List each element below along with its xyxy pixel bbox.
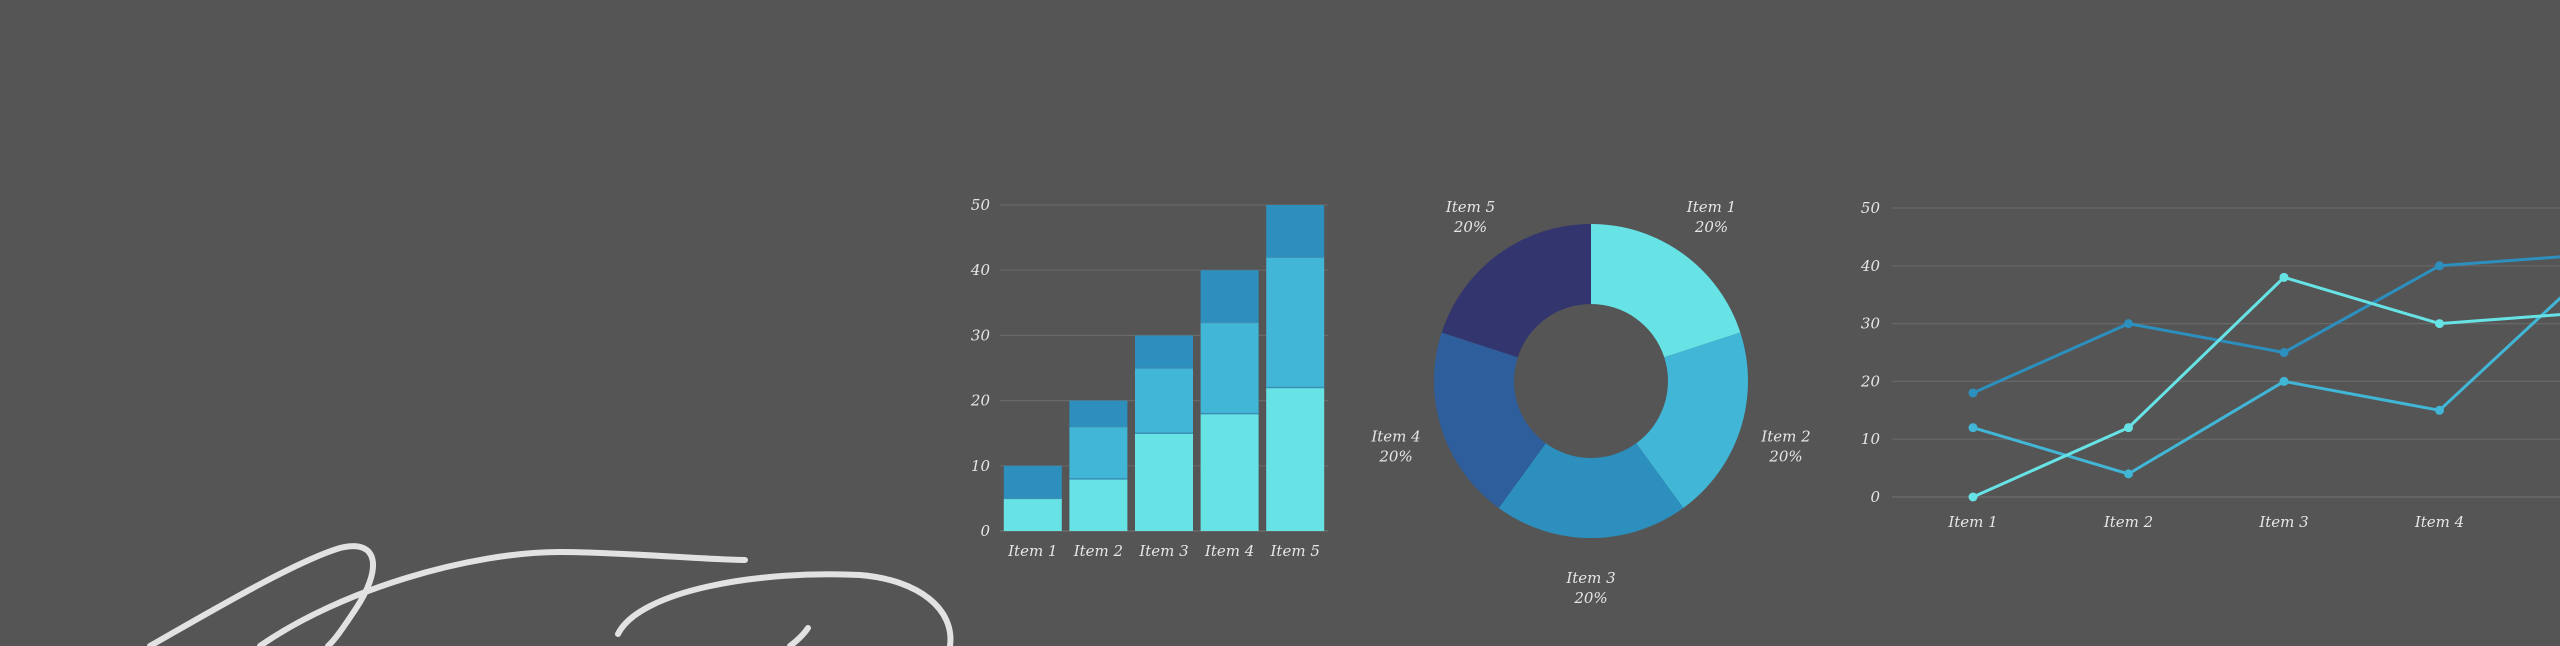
slice-label: Item 2: [1760, 427, 1810, 445]
slice-label: Item 1: [1686, 198, 1736, 216]
line-chart: 0 10 20 30 40 50 Item 1 Item 2 Item 3 Item 4: [1860, 199, 2560, 531]
donut-slice: [1441, 224, 1591, 358]
y-tick-label: 0: [1870, 488, 1880, 506]
data-point: [2435, 319, 2444, 329]
data-point: [1968, 388, 1978, 398]
donut-slice: [1434, 332, 1546, 509]
x-tick-label: Item 4: [1204, 542, 1254, 560]
data-point: [1968, 423, 1978, 433]
signature-stroke: [787, 625, 811, 646]
data-point: [2124, 423, 2133, 433]
bar-segment: [1266, 387, 1325, 531]
bar-segment: [1266, 205, 1325, 258]
y-tick-label: 50: [1861, 199, 1881, 217]
bar-segment: [1200, 270, 1259, 323]
y-tick-label: 0: [980, 522, 990, 540]
data-point: [2279, 376, 2289, 386]
slice-percent-label: 20%: [1573, 589, 1607, 607]
slice-percent-label: 20%: [1453, 218, 1487, 236]
series-line: [1972, 296, 2560, 476]
donut-slice: [1636, 332, 1748, 509]
bar-segment: [1200, 322, 1259, 414]
slice-percent-label: 20%: [1768, 447, 1802, 465]
slice-label: Item 3: [1565, 569, 1615, 587]
signature-stroke: [147, 543, 376, 646]
signature-graphic: [147, 543, 954, 646]
y-tick-label: 20: [1860, 372, 1881, 390]
y-tick-label: 50: [971, 196, 991, 214]
data-point: [2435, 261, 2444, 271]
bar-segment: [1003, 498, 1062, 531]
x-tick-label: Item 2: [2103, 513, 2153, 531]
bar-segment: [1135, 368, 1193, 434]
data-point: [2279, 272, 2289, 282]
x-tick-label: Item 4: [2414, 513, 2464, 531]
stacked-bar-chart: 0 10 20 30 40 50 Item 1 Item 2 Item 3 Item 4 Item …: [970, 196, 1328, 560]
x-tick-label: Item 3: [2258, 513, 2308, 531]
slice-label: Item 5: [1445, 198, 1495, 216]
bar-segment: [1069, 426, 1128, 479]
data-point: [1968, 492, 1978, 502]
donut-chart: Item 1 20% Item 2 20% Item 3 20% Item 4 20% Item…: [1370, 198, 1810, 607]
bar-segment: [1266, 257, 1325, 388]
bar-segment: [1135, 433, 1193, 531]
data-point: [2124, 469, 2133, 479]
x-tick-label: Item 1: [1007, 542, 1057, 560]
y-tick-label: 20: [970, 392, 991, 410]
x-tick-label: Item 5: [1270, 542, 1320, 560]
slice-percent-label: 20%: [1378, 447, 1412, 465]
x-tick-label: Item 3: [1138, 542, 1188, 560]
bar-segment: [1135, 335, 1193, 368]
y-tick-label: 30: [1861, 315, 1881, 333]
x-tick-label: Item 1: [1947, 513, 1997, 531]
donut-slice: [1591, 224, 1741, 358]
series-line: [1972, 275, 2560, 499]
x-tick-label: Item 2: [1073, 542, 1123, 560]
bar-segment: [1003, 465, 1062, 499]
slice-label: Item 4: [1370, 427, 1420, 445]
donut-slice: [1498, 443, 1684, 538]
data-point: [2435, 405, 2444, 415]
y-tick-label: 40: [1860, 257, 1881, 275]
bar-segment: [1200, 413, 1259, 531]
signature-stroke: [615, 571, 954, 646]
signature-stroke: [257, 548, 748, 646]
slice-percent-label: 20%: [1694, 218, 1728, 236]
y-tick-label: 10: [1861, 430, 1881, 448]
data-point: [2124, 319, 2133, 329]
y-tick-label: 40: [970, 261, 991, 279]
data-point: [2279, 348, 2289, 357]
bar-segment: [1069, 400, 1128, 427]
y-tick-label: 10: [971, 457, 991, 475]
bar-segment: [1069, 478, 1128, 531]
y-tick-label: 30: [971, 326, 991, 344]
